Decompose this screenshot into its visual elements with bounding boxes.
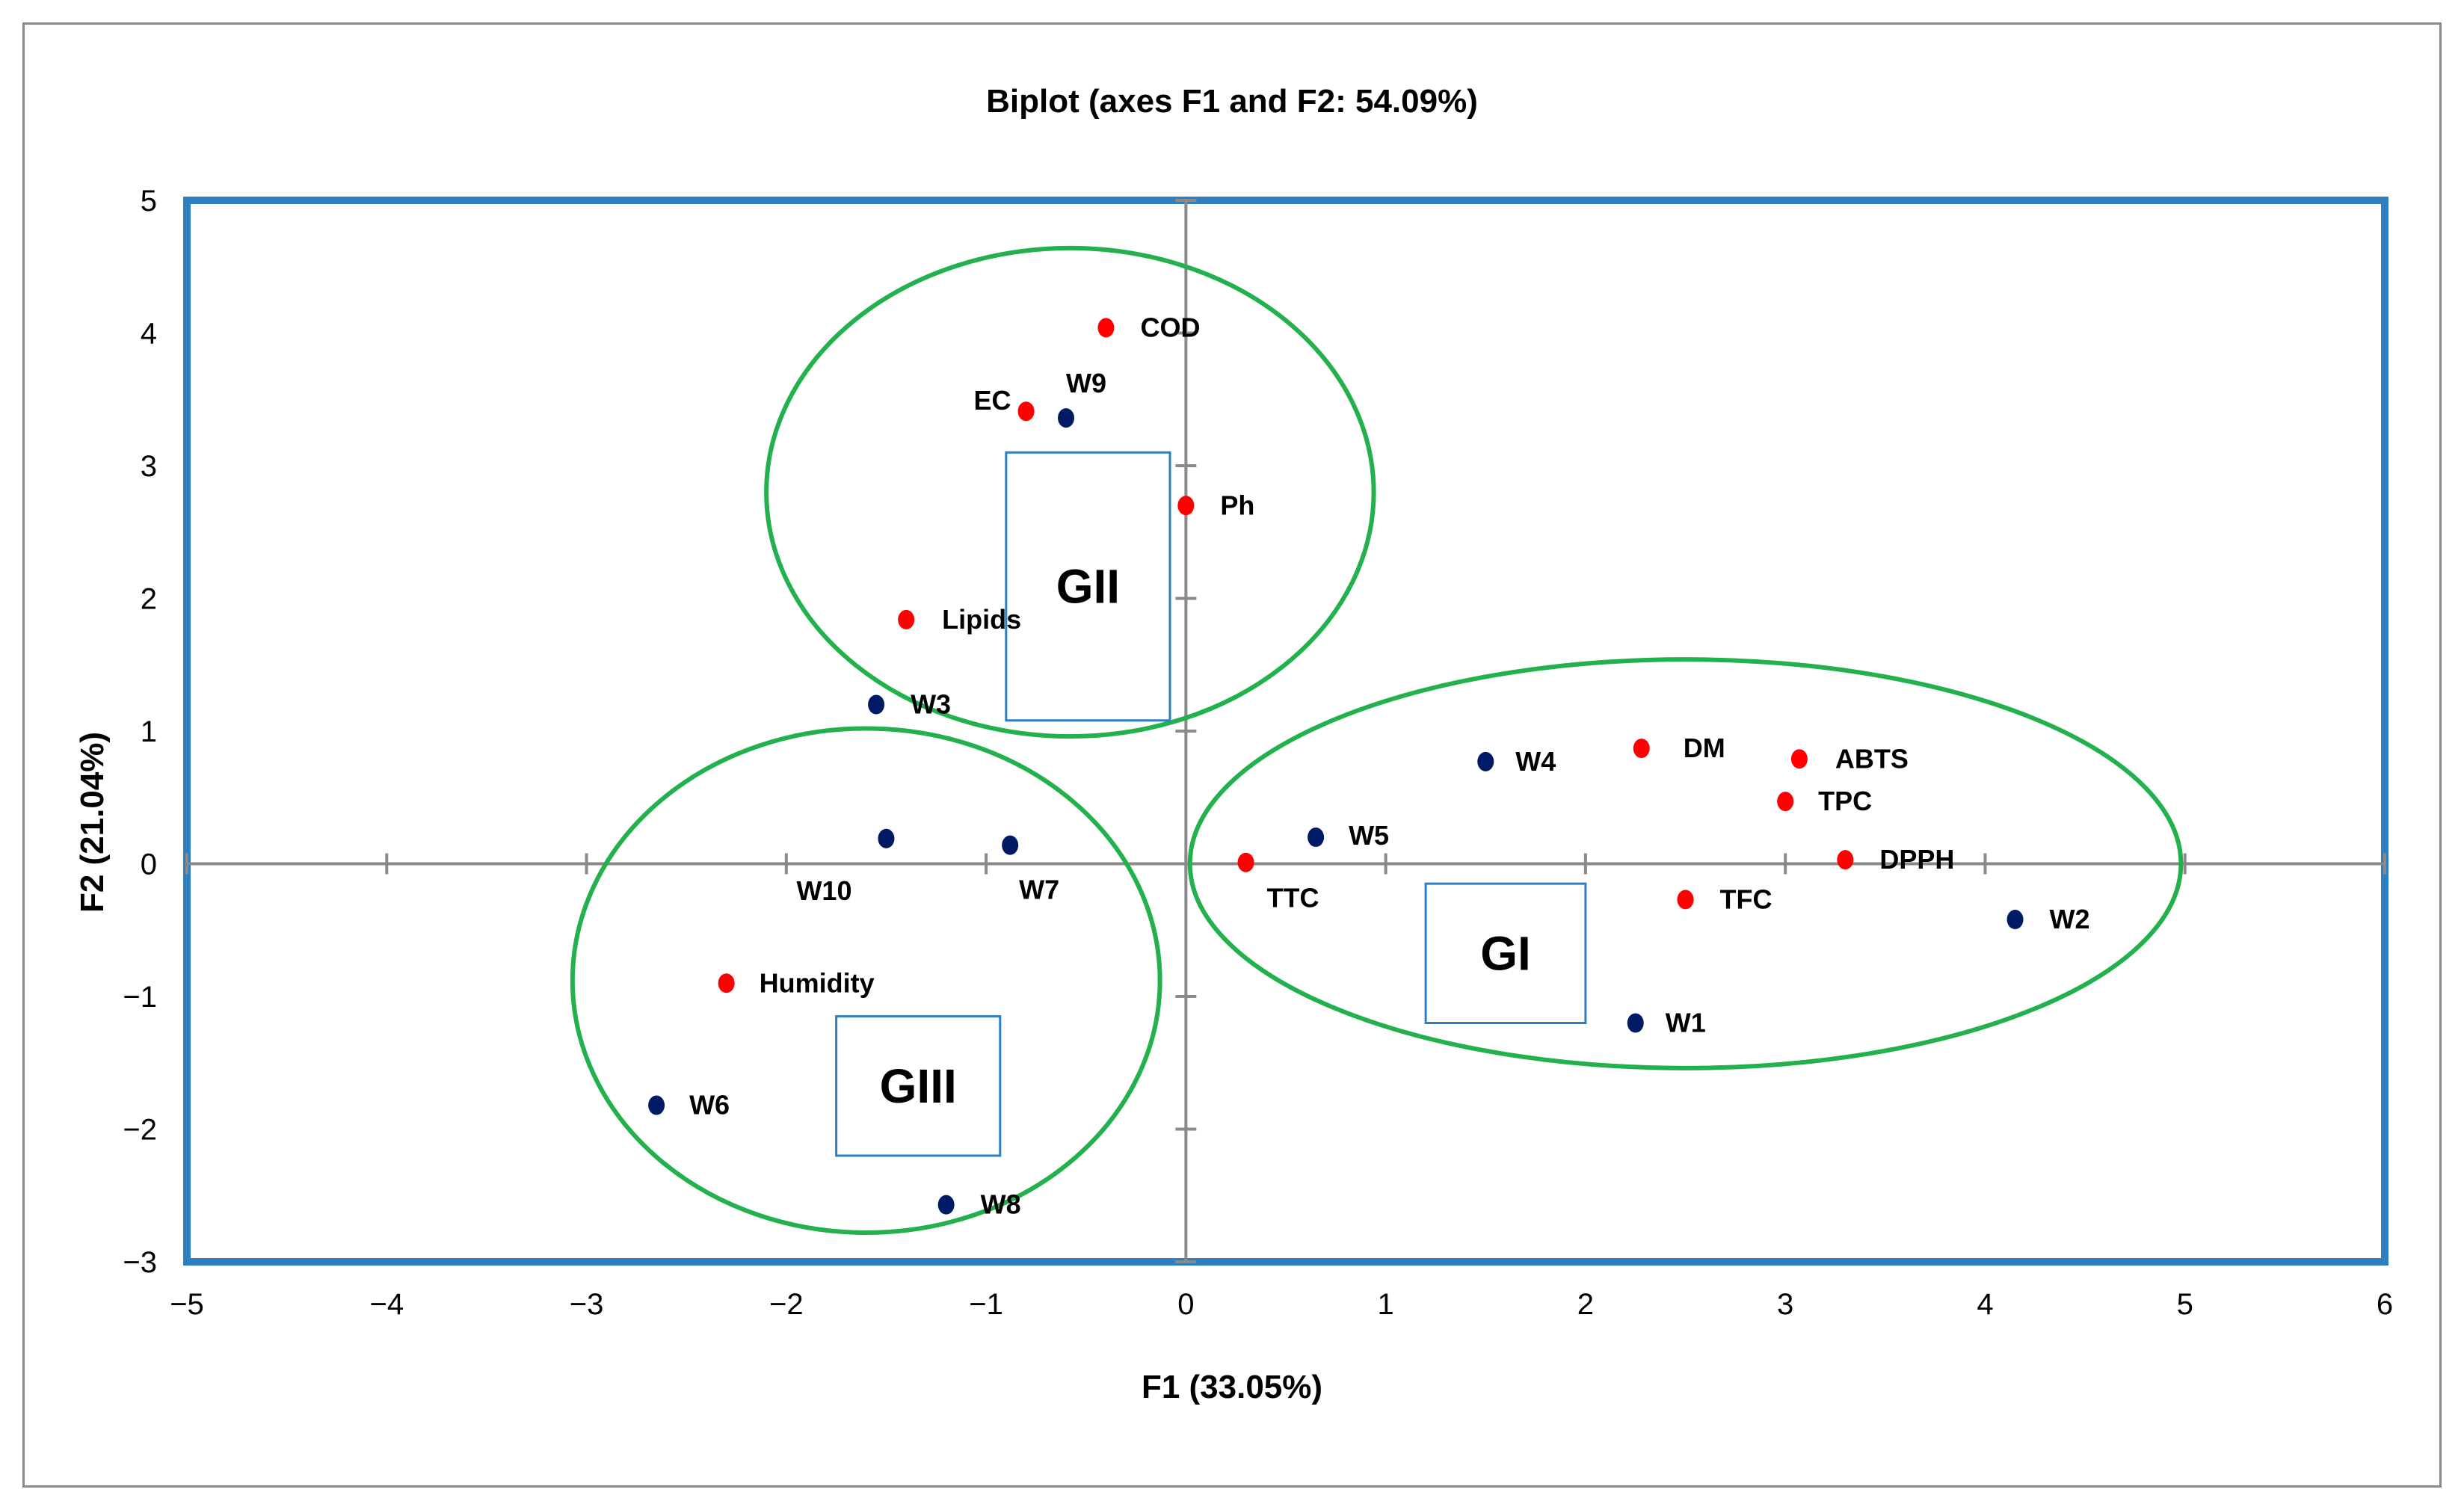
point-w1 (1627, 1013, 1644, 1033)
point-label-w4: W4 (1515, 746, 1556, 777)
point-label-ec: EC (974, 385, 1011, 416)
x-tick-label: 0 (1177, 1288, 1194, 1321)
point-label-tfc: TFC (1720, 884, 1772, 914)
group-label-gi: GI (1480, 926, 1531, 980)
point-dm (1633, 739, 1650, 759)
point-ttc (1237, 852, 1254, 872)
group-label-gii: GII (1056, 560, 1120, 614)
point-lipids (898, 609, 915, 629)
chart-frame (22, 22, 2442, 1488)
groups-layer: GI GII GIII (570, 245, 2184, 1235)
point-w8 (937, 1195, 955, 1215)
point-label-w5: W5 (1349, 820, 1389, 851)
x-tick-label: 3 (1777, 1288, 1793, 1321)
y-tick-label: 3 (141, 450, 157, 483)
y-tick-label: 5 (141, 185, 157, 218)
x-tick-label: 1 (1378, 1288, 1394, 1321)
y-tick-label: −1 (123, 981, 157, 1014)
point-dpph (1837, 850, 1854, 870)
y-tick-label: −2 (123, 1114, 157, 1147)
plot-frame (183, 197, 2388, 1266)
y-tick-label: 4 (141, 318, 157, 351)
point-w2 (2006, 910, 2024, 930)
group-box-gii (1005, 451, 1171, 722)
y-tick-label: 1 (141, 715, 157, 748)
point-label-abts: ABTS (1835, 743, 1909, 774)
x-axis-label: F1 (33.05%) (1142, 1369, 1322, 1405)
point-tfc (1677, 890, 1694, 910)
group-ellipse-giii (570, 726, 1162, 1235)
points-layer: W1 W2 W3 W4 W5 W6 W7 W8 W9 W10 COD EC Ph Lipids DM ABTS… (648, 312, 2090, 1220)
point-tpc (1777, 792, 1794, 812)
point-label-w9: W9 (1066, 368, 1106, 398)
y-tick-label: 0 (141, 848, 157, 881)
point-label-cod: COD (1140, 312, 1200, 342)
x-tick-label: 2 (1577, 1288, 1594, 1321)
point-w10 (878, 828, 895, 848)
point-label-tpc: TPC (1818, 786, 1872, 816)
x-tick-label: −3 (570, 1288, 604, 1321)
x-tick-label: −5 (170, 1288, 204, 1321)
group-box-gi (1424, 882, 1587, 1024)
point-w3 (868, 694, 885, 715)
point-w6 (648, 1095, 665, 1115)
point-w9 (1058, 408, 1074, 428)
group-ellipse-gii (764, 245, 1376, 739)
x-tick-label: −4 (369, 1288, 404, 1321)
point-ec (1017, 401, 1035, 422)
point-label-w10: W10 (796, 875, 851, 906)
y-tick-label: 2 (141, 583, 157, 616)
y-tick-label: −3 (123, 1246, 157, 1279)
chart-title: Biplot (axes F1 and F2: 54.09%) (986, 83, 1478, 120)
point-humidity (718, 973, 735, 993)
point-ph (1177, 496, 1195, 516)
point-label-ph: Ph (1220, 490, 1254, 520)
y-axis-label: F2 (21.04%) (74, 732, 111, 913)
point-label-humidity: Humidity (760, 967, 875, 998)
group-box-giii (835, 1015, 1002, 1157)
point-abts (1790, 749, 1808, 769)
point-label-w1: W1 (1666, 1008, 1706, 1038)
point-label-w6: W6 (689, 1090, 730, 1121)
axes-layer: −5 −4 −3 −2 −1 0 1 2 3 4 5 6 −3 −2 −1 0 1 2 3 4 5 (123, 185, 2393, 1321)
point-label-w7: W7 (1019, 875, 1059, 905)
point-cod (1097, 318, 1115, 338)
point-label-ttc: TTC (1267, 883, 1319, 913)
group-label-giii: GIII (880, 1059, 957, 1113)
point-label-lipids: Lipids (942, 604, 1021, 635)
x-tick-label: 5 (2177, 1288, 2193, 1321)
x-tick-label: 4 (1977, 1288, 1993, 1321)
point-label-w2: W2 (2050, 904, 2090, 934)
point-w7 (1002, 835, 1019, 855)
x-tick-label: 6 (2377, 1288, 2393, 1321)
point-label-dm: DM (1684, 733, 1725, 763)
group-ellipse-gi (1187, 657, 2184, 1070)
x-tick-label: −2 (769, 1288, 804, 1321)
x-tick-label: −1 (969, 1288, 1003, 1321)
point-label-w8: W8 (981, 1189, 1021, 1220)
point-w5 (1308, 828, 1325, 847)
point-label-w3: W3 (911, 689, 951, 720)
point-w4 (1477, 751, 1494, 771)
point-label-dpph: DPPH (1879, 844, 1954, 875)
